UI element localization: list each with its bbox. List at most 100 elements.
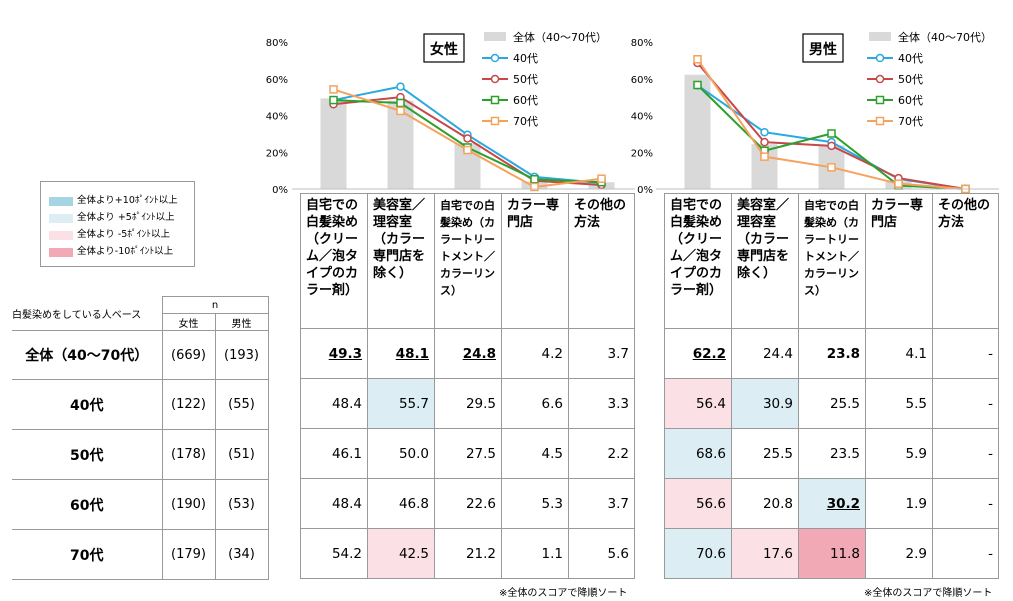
- value-cell: 42.5: [367, 528, 435, 579]
- legend-label: 全体（40～70代）: [898, 30, 992, 44]
- male-chart: 0% 20% 40% 60% 80% 男性 全体（40～70代） 40代 50代 60代 70代: [631, 30, 999, 196]
- data-point: [827, 129, 836, 138]
- y-tick-label: 0%: [272, 185, 288, 196]
- data-point: [827, 163, 836, 172]
- value-cell: 3.7: [568, 478, 635, 529]
- value-cell: -: [932, 528, 999, 579]
- data-point: [597, 174, 606, 183]
- col-male: 男性: [214, 313, 269, 331]
- legend-label: 40代: [898, 52, 923, 65]
- value-cell: 1.1: [501, 528, 569, 579]
- sort-note: ※全体のスコアで降順ソート: [864, 588, 993, 599]
- n-female: (190): [161, 479, 216, 530]
- value-cell: 70.6: [664, 528, 732, 579]
- value-cell: 49.3: [300, 328, 368, 379]
- value-cell: 11.8: [798, 528, 866, 579]
- value-cell: 21.2: [434, 528, 502, 579]
- chart-title: 女性: [430, 41, 458, 58]
- sort-note: ※全体のスコアで降順ソート: [499, 588, 628, 599]
- data-point: [463, 134, 472, 143]
- value-cell: 54.2: [300, 528, 368, 579]
- data-point: [760, 152, 769, 161]
- value-cell: 6.6: [501, 378, 569, 429]
- charts-area: 0% 20% 40% 60% 80% 女性 全体（40～70代） 40代 50代 60代 70代…: [266, 30, 999, 196]
- legend-label: 50代: [898, 73, 923, 86]
- col-header: 自宅での白髪染め（クリーム／泡タイプのカラー剤）: [664, 193, 732, 329]
- legend-label: 60代: [898, 94, 923, 107]
- col-header: カラー専門店: [501, 193, 569, 329]
- legend-marker: [490, 74, 500, 84]
- legend-marker: [490, 95, 500, 105]
- value-cell: 25.5: [731, 428, 799, 479]
- row-label: 70代: [12, 529, 163, 580]
- sample-size-table: 白髪染めをしている人ベース n 女性 男性 全体（40～70代） (669) (…: [12, 296, 269, 580]
- data-point: [827, 141, 836, 151]
- data-point: [329, 95, 338, 105]
- data-point: [693, 55, 702, 64]
- value-cell: 2.9: [865, 528, 933, 579]
- value-cell: 17.6: [731, 528, 799, 579]
- data-point: [760, 127, 769, 137]
- value-cell: 48.4: [300, 378, 368, 429]
- value-cell: 5.6: [568, 528, 635, 579]
- key-label: 全体より+10ﾎﾟｲﾝﾄ以上: [77, 195, 178, 206]
- key-swatch: [49, 196, 73, 206]
- value-cell: 23.5: [798, 428, 866, 479]
- legend-label: 70代: [513, 115, 538, 128]
- chart-title-box: [423, 33, 465, 63]
- bar: [320, 98, 347, 189]
- col-header: 自宅での白髪染め（カラートリートメント／カラーリンス）: [798, 193, 866, 329]
- female-chart: 0% 20% 40% 60% 80% 女性 全体（40～70代） 40代 50代 60代 70代: [266, 30, 635, 196]
- col-header: カラー専門店: [865, 193, 933, 329]
- value-cell: -: [932, 428, 999, 479]
- highlight-key: 全体より+10ﾎﾟｲﾝﾄ以上 全体より +5ﾎﾟｲﾝﾄ以上 全体より -5ﾎﾟｲ…: [40, 181, 195, 267]
- legend-marker: [490, 116, 500, 126]
- y-tick-label: 80%: [631, 38, 653, 49]
- value-cell: 1.9: [865, 478, 933, 529]
- key-item: 全体より -5ﾎﾟｲﾝﾄ以上: [49, 228, 170, 242]
- chart-title: 男性: [809, 41, 837, 58]
- data-point: [396, 82, 405, 91]
- data-point: [463, 145, 472, 155]
- value-cell: -: [932, 328, 999, 379]
- legend-marker: [875, 95, 885, 105]
- value-cell: -: [932, 478, 999, 529]
- legend-marker: [875, 116, 885, 126]
- row-label: 全体（40～70代）: [12, 330, 163, 380]
- n-male: (53): [214, 479, 269, 530]
- chart-legend: 全体（40～70代） 40代 50代 60代 70代: [482, 30, 607, 128]
- y-tick-label: 20%: [266, 148, 288, 159]
- value-cell: 22.6: [434, 478, 502, 529]
- value-cell: 25.5: [798, 378, 866, 429]
- value-cell: 5.3: [501, 478, 569, 529]
- value-cell: 20.8: [731, 478, 799, 529]
- legend-marker: [490, 53, 500, 63]
- value-cell: 23.8: [798, 328, 866, 379]
- value-cell: 29.5: [434, 378, 502, 429]
- col-header: 自宅での白髪染め（カラートリートメント／カラーリンス）: [434, 193, 502, 329]
- value-cell: 30.9: [731, 378, 799, 429]
- value-cell: 2.2: [568, 428, 635, 479]
- data-point: [530, 182, 539, 192]
- row-label: 60代: [12, 479, 163, 530]
- data-point: [329, 85, 338, 94]
- n-male: (51): [214, 429, 269, 480]
- value-cell: 48.1: [367, 328, 435, 379]
- n-male: (193): [214, 330, 269, 380]
- male-data-table: 自宅での白髪染め（クリーム／泡タイプのカラー剤） 美容室／理容室（カラー専門店を…: [664, 193, 999, 579]
- female-data-table: 自宅での白髪染め（クリーム／泡タイプのカラー剤） 美容室／理容室（カラー専門店を…: [300, 193, 635, 579]
- y-tick-label: 20%: [631, 148, 653, 159]
- value-cell: 24.4: [731, 328, 799, 379]
- n-male: (55): [214, 379, 269, 430]
- data-point: [530, 175, 539, 184]
- value-cell: 48.4: [300, 478, 368, 529]
- value-cell: 24.8: [434, 328, 502, 379]
- data-point: [760, 137, 769, 147]
- key-swatch: [49, 213, 73, 223]
- data-point: [396, 98, 405, 108]
- value-cell: 56.4: [664, 378, 732, 429]
- data-point: [693, 80, 702, 90]
- y-tick-label: 80%: [266, 38, 288, 49]
- key-item: 全体より-10ﾎﾟｲﾝﾄ以上: [49, 245, 173, 259]
- col-header: 自宅での白髪染め（クリーム／泡タイプのカラー剤）: [300, 193, 368, 329]
